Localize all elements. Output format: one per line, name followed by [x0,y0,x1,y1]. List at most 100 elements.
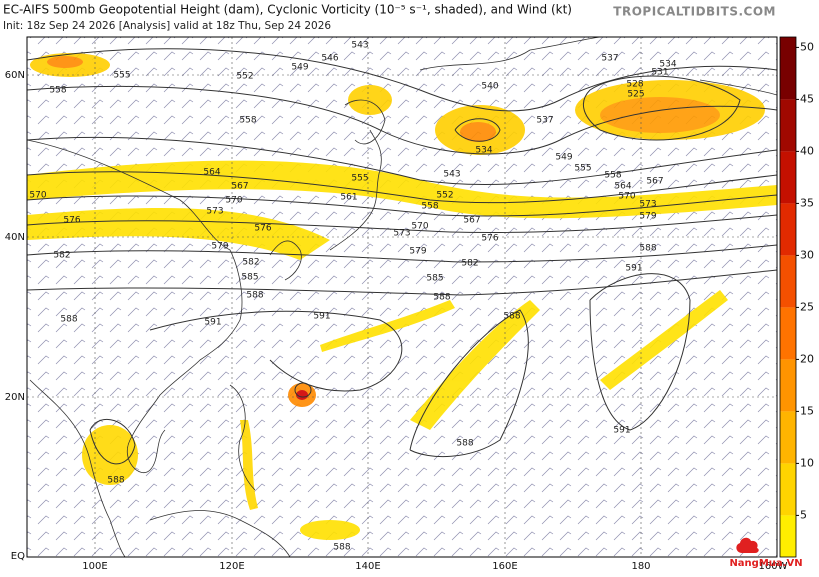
colorbar-tick-label: 35 [800,196,814,209]
lat-label: 20N [5,392,25,403]
contour-label: 588 [60,315,77,325]
colorbar: 5 10 15 20 25 30 35 40 45 50 [779,36,814,558]
contour-label: 555 [351,174,368,184]
contour-label: 567 [231,182,248,192]
colorbar-band [780,411,796,464]
contour-label: 555 [574,164,591,174]
colorbar-band [780,99,796,152]
contour-label: 570 [618,192,635,202]
lon-label: 160E [492,561,517,572]
contour-label: 588 [433,293,450,303]
lat-label: 60N [5,70,25,81]
contour-label: 582 [242,258,259,268]
contour-label: 588 [503,312,520,322]
contour-label: 588 [639,244,656,254]
site-label: TROPICALTIDBITS.COM [613,5,776,19]
contour-label: 591 [613,426,630,436]
contour-label: 543 [443,170,460,180]
lon-label: 160W [759,561,788,572]
contour-label: 537 [536,116,553,126]
colorbar-tick-label: 15 [800,404,814,417]
watermark: NangMua.VN [729,537,803,569]
contour-label: 591 [204,318,221,328]
contour-label: 546 [321,54,338,64]
contour-label: 540 [481,82,498,92]
graticule [27,37,777,557]
contour-label: 591 [625,264,642,274]
coastlines [27,37,777,557]
colorbar-frame [779,36,797,558]
contour-label: 579 [409,247,426,257]
contour-label: 543 [351,41,368,51]
contour-label: 570 [411,222,428,232]
title: EC-AIFS 500mb Geopotential Height (dam),… [3,3,572,17]
colorbar-band [780,359,796,412]
contour-label: 570 [225,196,242,206]
watermark-text: NangMua.VN [729,558,802,569]
contour-label: 549 [555,153,572,163]
lon-label: 140E [355,561,380,572]
colorbar-tick-label: 50 [800,40,814,53]
contour-label: 558 [239,116,256,126]
colorbar-tick-label: 25 [800,300,814,313]
colorbar-band [780,151,796,204]
contour-label: 573 [206,207,223,217]
contour-label: 588 [456,439,473,449]
colorbar-band [780,37,796,100]
contour-label: 588 [107,476,124,486]
contour-label: 573 [393,229,410,239]
contour-label: 579 [211,242,228,252]
contour-label: 582 [53,251,70,261]
colorbar-tick-label: 45 [800,92,814,105]
lat-label: EQ [11,551,25,562]
colorbar-tick-label: 30 [800,248,814,261]
colorbar-band [780,203,796,256]
lon-label: 180 [631,561,650,572]
map-frame [26,36,778,558]
contour-label: 555 [113,71,130,81]
contour-label: 567 [463,216,480,226]
contour-label: 552 [236,72,253,82]
contour-label: 531 [651,68,668,78]
contour-label: 585 [241,273,258,283]
contour-label: 537 [601,54,618,64]
contour-label: 576 [481,234,498,244]
contour-label: 588 [333,543,350,553]
colorbar-band [780,515,796,557]
axis-labels: 60N 40N 20N EQ 100E 120E 140E 160E 180 160W [5,70,788,572]
colorbar-band [780,307,796,360]
contour-label: 564 [614,182,631,192]
lon-label: 100E [82,561,107,572]
colorbar-tick-label: 20 [800,352,814,365]
contour-label: 558 [49,86,66,96]
contour-label: 552 [436,191,453,201]
colorbar-band [780,255,796,308]
contour-label: 567 [646,177,663,187]
height-contours [27,48,777,465]
contour-label: 558 [421,202,438,212]
contour-label: 534 [659,60,676,70]
contour-label: 558 [604,171,621,181]
colorbar-tick-label: 10 [800,456,814,469]
colorbar-tick-label: 40 [800,144,814,157]
contour-label: 528 [626,80,643,90]
lat-label: 40N [5,232,25,243]
lon-label: 120E [219,561,244,572]
contour-label: 579 [639,212,656,222]
colorbar-band [780,463,796,516]
contour-label: 582 [461,259,478,269]
contour-label: 525 [627,90,644,100]
colorbar-tick-label: 5 [800,508,807,521]
contour-label: 576 [254,224,271,234]
contour-label: 585 [426,274,443,284]
contour-label: 573 [639,200,656,210]
contour-label: 591 [313,312,330,322]
contour-label: 549 [291,63,308,73]
contour-label: 564 [203,168,220,178]
contour-label: 588 [246,291,263,301]
contour-label: 561 [340,193,357,203]
contour-label: 570 [29,191,46,201]
